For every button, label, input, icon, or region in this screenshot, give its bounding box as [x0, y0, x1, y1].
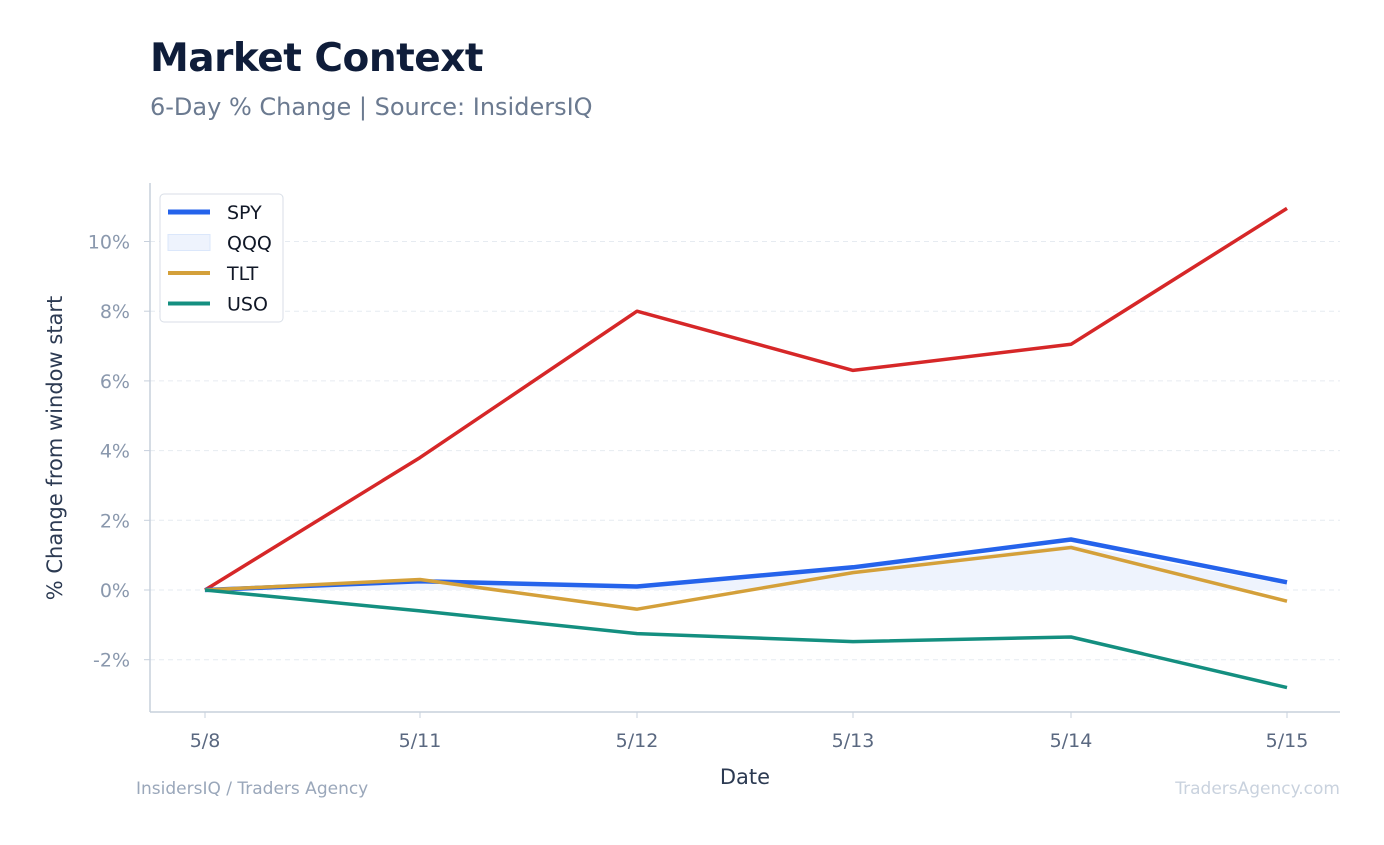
- grid-lines: [150, 241, 1340, 661]
- footer-attribution: InsidersIQ / Traders Agency: [136, 779, 369, 799]
- legend: SPY QQQ TLT USO: [159, 193, 284, 323]
- legend-label: USO: [227, 294, 268, 316]
- y-tick-label: 8%: [100, 301, 130, 323]
- legend-label: TLT: [226, 263, 259, 285]
- series-line-uso: [204, 588, 1288, 690]
- y-tick-label: -2%: [93, 650, 130, 672]
- series-group: [204, 206, 1288, 690]
- chart-title: Market Context: [150, 36, 484, 81]
- y-tick-label: 0%: [100, 580, 130, 602]
- x-axis-label: Date: [720, 765, 770, 789]
- x-axis-ticks: 5/8 5/11 5/12 5/13 5/14 5/15: [190, 712, 1309, 752]
- y-tick-label: 6%: [100, 371, 130, 393]
- legend-swatch: [167, 234, 211, 251]
- series-line-qqq: [204, 206, 1288, 592]
- legend-label: QQQ: [227, 233, 272, 255]
- x-tick-label: 5/13: [832, 730, 875, 752]
- chart-subtitle: 6-Day % Change | Source: InsidersIQ: [150, 93, 593, 121]
- y-tick-label: 10%: [88, 232, 130, 254]
- series-line-tlt: [204, 545, 1288, 611]
- legend-box: [159, 193, 284, 323]
- x-tick-label: 5/12: [616, 730, 659, 752]
- y-axis-ticks: -2% 0% 2% 4% 6% 8% 10%: [88, 232, 150, 672]
- x-tick-label: 5/11: [399, 730, 442, 752]
- x-tick-label: 5/8: [190, 730, 221, 752]
- series-area-qqq: [205, 544, 1287, 590]
- footer-website: TradersAgency.com: [1175, 779, 1340, 799]
- legend-label: SPY: [227, 202, 262, 224]
- x-tick-label: 5/14: [1050, 730, 1093, 752]
- y-tick-label: 4%: [100, 441, 130, 463]
- y-axis-label: % Change from window start: [43, 296, 67, 601]
- axes: [149, 183, 1340, 713]
- y-tick-label: 2%: [100, 510, 130, 532]
- x-tick-label: 5/15: [1266, 730, 1309, 752]
